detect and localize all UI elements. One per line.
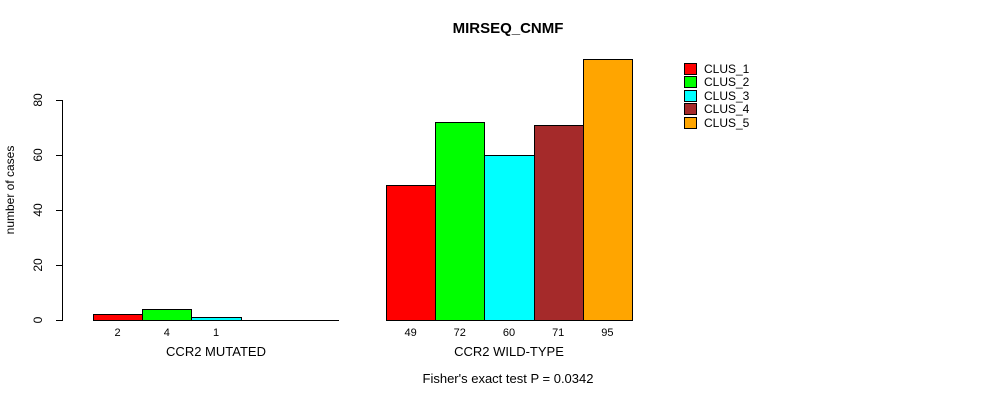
- y-axis-label: number of cases: [3, 145, 17, 235]
- legend-swatch-clus_1: [684, 62, 697, 75]
- y-axis-tick: [56, 155, 62, 156]
- legend: CLUS_1 CLUS_2 CLUS_3 CLUS_4 CLUS_5: [684, 62, 749, 130]
- bar-value-label: 49: [404, 327, 417, 339]
- y-axis-tick-label: 60: [31, 148, 45, 162]
- bar-value-label: 71: [552, 327, 565, 339]
- bar-value-label: 2: [114, 327, 121, 339]
- y-axis-tick: [56, 210, 62, 211]
- bar-value-label: 60: [502, 327, 516, 339]
- bar-clus_3-group2: [484, 155, 535, 321]
- legend-swatch-clus_5: [684, 116, 697, 129]
- bar-clus_4-group2: [533, 125, 584, 321]
- bar-value-label: 4: [163, 327, 170, 339]
- bar-clus_2-group2: [435, 122, 486, 321]
- y-axis-tick: [56, 100, 62, 101]
- legend-label: CLUS_1: [704, 61, 750, 76]
- legend-swatch-clus_4: [684, 103, 697, 116]
- legend-swatch-clus_2: [684, 76, 697, 89]
- bar-value-label: 1: [212, 327, 220, 339]
- bar-value-label: 72: [453, 327, 466, 339]
- bar-clus_3-group1: [191, 317, 242, 321]
- legend-swatch-clus_3: [684, 89, 697, 102]
- legend-label: CLUS_4: [704, 102, 750, 117]
- legend-label: CLUS_3: [704, 88, 750, 103]
- y-axis-tick: [56, 265, 62, 266]
- y-axis-tick-label: 20: [31, 258, 45, 272]
- bar-clus_5-group2: [582, 59, 633, 321]
- legend-item: CLUS_5: [684, 116, 749, 130]
- bar-value-label: 95: [601, 327, 614, 339]
- x-axis-group-label: CCR2 MUTATED: [166, 344, 266, 359]
- legend-item: CLUS_2: [684, 75, 750, 90]
- fisher-test-annotation: Fisher's exact test P = 0.0342: [422, 371, 594, 386]
- y-axis-tick: [56, 320, 62, 321]
- y-axis-tick-label: 80: [31, 93, 45, 107]
- bar-clus_1-group1: [93, 314, 144, 321]
- legend-label: CLUS_2: [704, 75, 750, 90]
- x-axis-group-label: CCR2 WILD-TYPE: [454, 344, 564, 359]
- legend-label: CLUS_5: [704, 115, 750, 130]
- y-axis-tick-label: 0: [31, 316, 45, 324]
- bar-clus_1-group2: [386, 185, 437, 321]
- legend-item: CLUS_1: [684, 62, 749, 76]
- y-axis-tick-label: 40: [31, 203, 45, 217]
- legend-item: CLUS_3: [684, 89, 749, 103]
- legend-item: CLUS_4: [684, 102, 750, 117]
- bar-clus_2-group1: [142, 309, 193, 321]
- chart-title: MIRSEQ_CNMF: [452, 20, 564, 37]
- y-axis-line: [62, 100, 63, 321]
